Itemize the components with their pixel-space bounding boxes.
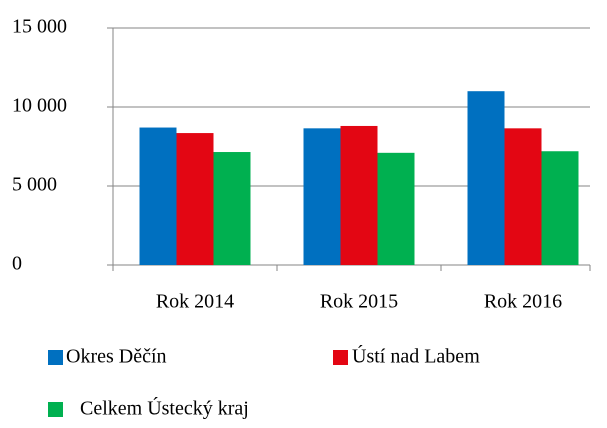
bar	[377, 152, 415, 265]
y-tick-label: 10 000	[12, 95, 67, 117]
bar	[213, 152, 251, 265]
y-tick-label: 15 000	[12, 16, 67, 38]
legend-swatch	[48, 402, 63, 417]
bar	[176, 133, 214, 265]
x-tick-label: Rok 2015	[320, 291, 398, 313]
bar	[467, 91, 505, 265]
y-tick-label: 0	[12, 253, 22, 275]
bar	[541, 151, 579, 265]
bar	[504, 128, 542, 265]
legend-label: Ústí nad Labem	[352, 344, 480, 368]
bar	[303, 128, 341, 265]
x-tick-label: Rok 2014	[156, 291, 234, 313]
y-tick-label: 5 000	[12, 174, 57, 196]
legend-swatch	[48, 350, 63, 365]
bar	[340, 125, 378, 266]
legend-swatch	[333, 350, 348, 365]
legend-label: Okres Děčín	[66, 346, 167, 368]
legend-label: Celkem Ústecký kraj	[80, 396, 249, 420]
x-tick-label: Rok 2016	[484, 291, 562, 313]
bar	[139, 127, 177, 265]
